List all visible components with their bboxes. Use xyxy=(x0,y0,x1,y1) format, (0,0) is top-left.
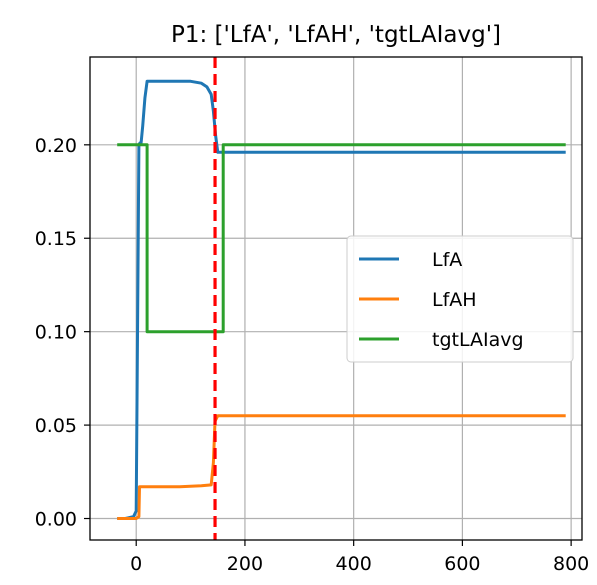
plot-frame xyxy=(89,56,583,541)
series-line-lfah xyxy=(117,414,566,520)
chart-title: P1: ['LfA', 'LfAH', 'tgtLAIavg'] xyxy=(171,22,501,48)
x-tick-label: 200 xyxy=(227,553,263,575)
legend-label: LfA xyxy=(432,249,462,271)
y-tick-label: 0.15 xyxy=(35,228,77,250)
x-tick-label: 600 xyxy=(444,553,480,575)
x-tick-label: 400 xyxy=(336,553,372,575)
axis-ticks: 0 200 400 600 800 0.00 0.05 0.10 0.15 0.20 xyxy=(35,135,590,575)
legend-label: LfAH xyxy=(432,289,477,311)
y-tick-label: 0.20 xyxy=(35,135,77,157)
series-line-lfa xyxy=(117,79,566,520)
series-lines xyxy=(117,79,566,520)
legend: LfA LfAH tgtLAIavg xyxy=(346,235,574,363)
legend-box xyxy=(346,235,574,363)
x-tick-label: 800 xyxy=(553,553,589,575)
y-tick-label: 0.05 xyxy=(35,415,77,437)
y-tick-label: 0.00 xyxy=(35,509,77,531)
series-line-tgtlaiavg xyxy=(117,143,566,334)
x-tick-label: 0 xyxy=(130,553,142,575)
legend-label: tgtLAIavg xyxy=(432,329,524,351)
y-tick-label: 0.10 xyxy=(35,322,77,344)
